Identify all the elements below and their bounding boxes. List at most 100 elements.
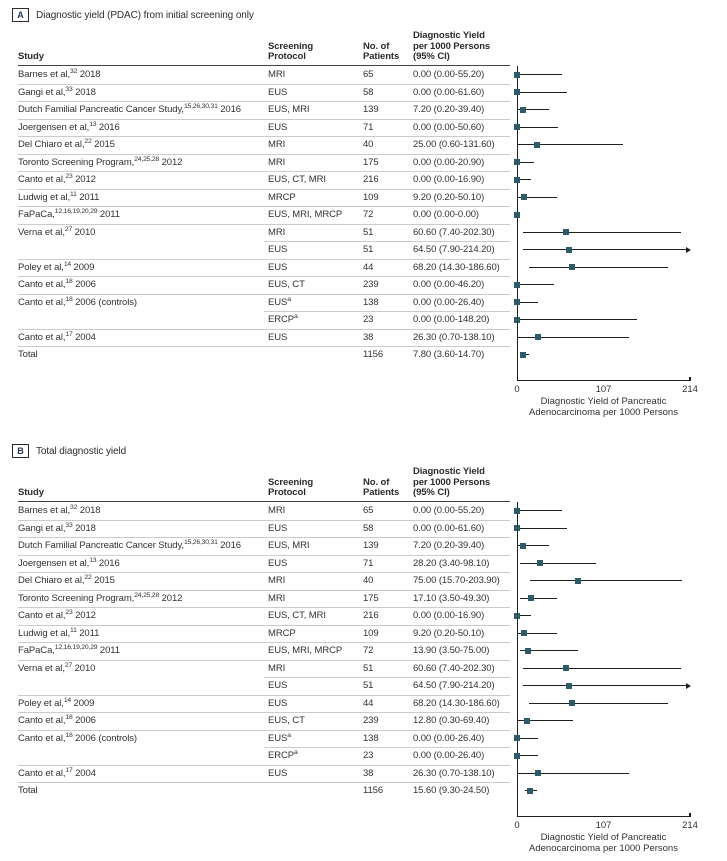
study-year: 2009: [70, 261, 95, 273]
effect-estimate-square: [569, 264, 576, 271]
x-axis-line: [516, 816, 691, 818]
ci-line: [528, 266, 668, 268]
x-tick-label: 214: [682, 820, 698, 831]
yield-cell: 0.00 (0.00-20.90): [413, 156, 485, 168]
protocol-cell: EUSa: [268, 294, 291, 312]
row-separator: [18, 589, 510, 591]
study-year: 2012: [72, 610, 96, 621]
row-separator: [18, 328, 510, 330]
x-tick-label: 0: [514, 820, 520, 831]
study-year: 2006: [72, 279, 96, 290]
yield-cell: 0.00 (0.00-148.20): [413, 314, 490, 325]
protocol-cell: MRI: [268, 660, 285, 678]
study-year: 2016: [217, 104, 241, 115]
effect-estimate-square: [521, 194, 528, 201]
yield-cell: 0.00 (0.00-16.90): [413, 610, 485, 621]
study-cell: Del Chiaro et al,22 2015: [18, 136, 115, 154]
protocol-cell: EUS: [268, 119, 287, 137]
study-year: 2010: [72, 662, 96, 674]
patients-cell: 23: [363, 314, 374, 325]
patients-cell: 239: [363, 279, 379, 290]
study-cell: FaPaCa,12,16,19,20,29 2011: [18, 642, 120, 660]
study-reference-numbers: 27: [64, 225, 73, 233]
ci-line: [523, 249, 686, 251]
study-reference-numbers: 17: [65, 766, 73, 774]
patients-cell: 51: [363, 226, 374, 238]
patients-cell: 71: [363, 557, 374, 569]
study-reference-numbers: 13: [89, 556, 97, 564]
pooled-estimate-square: [526, 787, 533, 794]
protocol-name: EUS, CT, MRI: [268, 174, 326, 185]
table-header-rule: [18, 65, 510, 67]
study-cell: Poley et al,14 2009: [18, 695, 94, 713]
zero-line: [517, 66, 519, 380]
protocol-cell: MRI: [268, 66, 285, 84]
study-name: Gangi et al,: [18, 86, 66, 98]
protocol-cell: EUS, CT, MRI: [268, 171, 326, 189]
x-tick-label: 0: [514, 384, 520, 395]
yield-cell: 0.00 (0.00-0.00): [413, 209, 479, 220]
study-name: Verna et al,: [18, 662, 65, 674]
panel-title-row: A Diagnostic yield (PDAC) from initial sc…: [12, 8, 254, 22]
zero-line: [517, 502, 519, 816]
row-separator: [264, 241, 510, 242]
patients-cell: 51: [363, 662, 374, 674]
row-separator: [18, 519, 510, 521]
ci-line: [517, 319, 637, 321]
protocol-name: MRI: [268, 69, 286, 80]
protocol-name: EUS, MRI, MRCP: [268, 209, 343, 220]
study-year: 2004: [72, 767, 96, 779]
protocol-footnote-marker: a: [294, 312, 298, 320]
study-cell: Canto et al,18 2006: [18, 712, 96, 730]
study-year: 2009: [70, 697, 95, 709]
study-name: FaPaCa,: [18, 645, 55, 656]
study-name: Del Chiaro et al,: [18, 139, 85, 150]
ci-line: [529, 580, 682, 582]
ci-line: [517, 284, 555, 286]
patients-cell: 216: [363, 610, 379, 621]
protocol-name: EUS, MRI: [268, 540, 310, 551]
row-separator: [18, 188, 510, 190]
protocol-cell: EUS: [268, 555, 287, 573]
study-reference-numbers: 11: [70, 190, 77, 198]
study-cell: Dutch Familial Pancreatic Cancer Study,1…: [18, 537, 241, 555]
study-reference-numbers: 24,25,28: [134, 591, 160, 599]
study-year: 2010: [72, 226, 96, 238]
ci-line: [522, 231, 681, 233]
study-name: Canto et al,: [18, 174, 66, 185]
protocol-name: MRI: [268, 156, 286, 168]
study-name: Canto et al,: [18, 715, 66, 726]
study-cell: Toronto Screening Program,24,25,28 2012: [18, 590, 182, 608]
protocol-name: EUS, CT: [268, 279, 305, 290]
study-year: 2006 (controls): [72, 732, 137, 744]
column-header-protocol: Screening Protocol: [268, 476, 314, 499]
x-tick-label: 214: [682, 384, 698, 395]
ci-line: [517, 126, 558, 128]
study-reference-numbers: 14: [63, 696, 71, 704]
ci-line: [519, 650, 578, 652]
x-axis-title: Diagnostic Yield of Pancreatic Adenocarc…: [529, 832, 678, 854]
column-header-patients: No. of Patients: [363, 476, 400, 499]
yield-cell: 26.30 (0.70-138.10): [413, 767, 495, 779]
yield-cell: 64.50 (7.90-214.20): [413, 680, 495, 691]
ci-line: [517, 91, 567, 93]
study-name: Verna et al,: [18, 226, 65, 238]
protocol-cell: EUS, MRI: [268, 101, 310, 119]
yield-cell: 28.20 (3.40-98.10): [413, 557, 490, 569]
study-year: 2018: [72, 86, 96, 98]
x-axis-end-tick: [689, 376, 691, 380]
protocol-name: EUS, CT: [268, 715, 305, 726]
study-name: Dutch Familial Pancreatic Cancer Study,: [18, 540, 184, 551]
protocol-cell: MRI: [268, 572, 285, 590]
protocol-name: MRI: [268, 575, 286, 586]
ci-line: [523, 685, 686, 687]
study-reference-numbers: 23: [65, 172, 73, 180]
patients-cell: 139: [363, 104, 379, 115]
protocol-name: MRI: [268, 139, 286, 150]
effect-estimate-square: [514, 176, 520, 183]
yield-cell: 0.00 (0.00-55.20): [413, 505, 485, 516]
study-reference-numbers: 23: [65, 608, 73, 616]
panel-letter-box: A: [12, 8, 29, 22]
ci-line: [522, 667, 681, 669]
yield-cell: 0.00 (0.00-46.20): [413, 279, 485, 290]
